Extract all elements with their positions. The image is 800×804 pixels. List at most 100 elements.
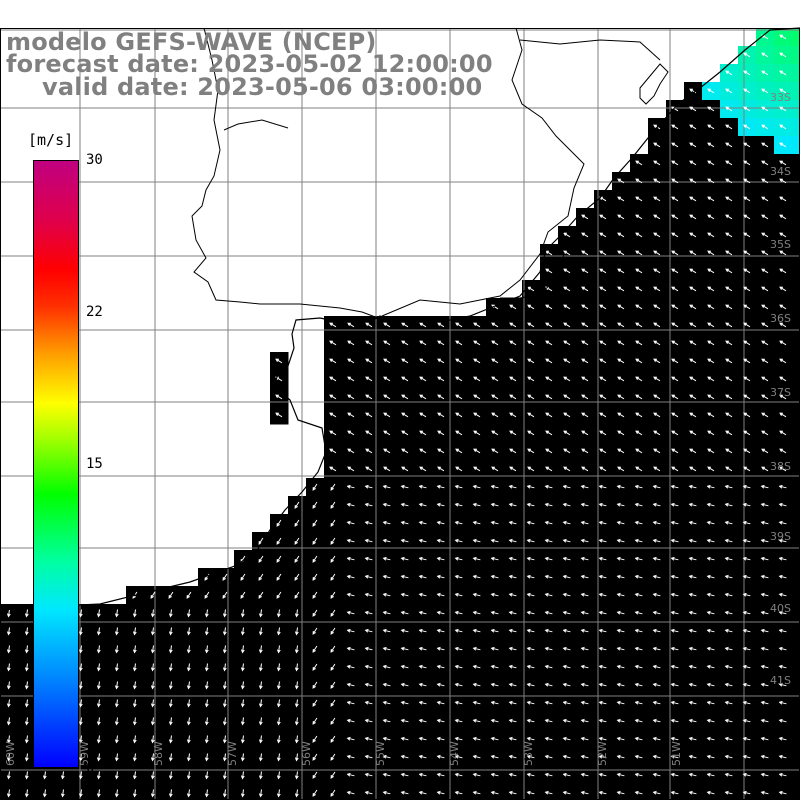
wind-arrow [347, 340, 355, 346]
wind-arrow [526, 736, 535, 741]
wind-arrow [635, 376, 643, 382]
wind-arrow [490, 718, 499, 723]
wind-arrow [364, 484, 373, 489]
wind-arrow [598, 700, 607, 705]
wind-arrow [419, 358, 427, 364]
wind-arrow [329, 394, 337, 400]
wind-arrow [761, 214, 769, 220]
wind-arrow [581, 412, 589, 418]
wind-arrow [294, 681, 299, 690]
wind-arrow [544, 592, 553, 597]
wind-speed-cell [792, 226, 800, 245]
wind-arrow [653, 448, 661, 454]
wind-arrow [382, 754, 391, 759]
wind-arrow [364, 700, 373, 705]
wind-speed-cell [792, 568, 800, 587]
wind-arrow [294, 771, 299, 780]
wind-arrow [436, 556, 445, 561]
wind-arrow [114, 627, 119, 636]
wind-arrow [364, 646, 373, 651]
wind-arrow [761, 142, 769, 148]
wind-arrow [563, 268, 571, 274]
wind-arrow [240, 573, 246, 581]
wind-arrow [616, 772, 625, 777]
wind-arrow [779, 466, 787, 472]
wind-arrow [401, 430, 409, 436]
wind-arrow [401, 448, 409, 454]
wind-speed-cell [396, 784, 415, 803]
wind-arrow [346, 682, 355, 687]
wind-arrow [132, 717, 137, 726]
wind-arrow [707, 286, 715, 292]
wind-arrow [509, 358, 517, 364]
wind-arrow [616, 646, 625, 651]
wind-arrow [509, 304, 517, 310]
longitude-label: 58W [152, 741, 165, 766]
wind-arrow [688, 520, 697, 525]
wind-arrow [347, 322, 355, 328]
wind-arrow [653, 178, 661, 184]
wind-arrow [364, 682, 373, 687]
wind-arrow [346, 502, 355, 507]
wind-arrow [544, 538, 553, 543]
wind-arrow [706, 682, 715, 687]
wind-arrow [6, 717, 11, 726]
wind-arrow [508, 718, 517, 723]
wind-speed-cell [666, 784, 685, 803]
wind-arrow [258, 573, 264, 581]
wind-arrow [222, 717, 227, 726]
wind-speed-cell [522, 784, 541, 803]
wind-arrow [24, 681, 29, 690]
wind-arrow [472, 538, 481, 543]
wind-arrow [743, 466, 751, 472]
wind-arrow [312, 699, 318, 707]
wind-arrow [132, 771, 137, 780]
wind-speed-cell [792, 424, 800, 443]
wind-arrow [400, 754, 409, 759]
wind-speed-cell [432, 784, 451, 803]
wind-arrow [276, 735, 281, 744]
wind-arrow [599, 232, 607, 238]
wind-speed-cell [792, 442, 800, 461]
wind-arrow [401, 358, 409, 364]
wind-arrow [688, 646, 697, 651]
wind-speed-cell [792, 46, 800, 65]
wind-arrow [725, 376, 733, 382]
wind-arrow [670, 754, 679, 759]
wind-arrow [671, 322, 679, 328]
wind-arrow [527, 412, 535, 418]
wind-arrow [454, 484, 463, 489]
wind-speed-cell [612, 784, 631, 803]
wind-arrow [491, 448, 499, 454]
wind-arrow [742, 736, 751, 741]
wind-arrow [706, 790, 715, 795]
wind-arrow [562, 610, 571, 615]
wind-arrow [330, 771, 336, 779]
wind-arrow [294, 537, 300, 545]
wind-arrow [472, 646, 481, 651]
wind-arrow [670, 646, 679, 651]
wind-arrow [760, 538, 769, 543]
wind-arrow [724, 484, 733, 489]
wind-arrow [779, 412, 787, 418]
wind-arrow [544, 682, 553, 687]
wind-speed-cell [792, 244, 800, 263]
wind-arrow [312, 681, 318, 689]
wind-arrow [544, 502, 553, 507]
wind-arrow [114, 645, 119, 654]
longitude-label: 54W [448, 741, 461, 766]
wind-arrow [329, 340, 337, 346]
wind-speed-cell [792, 262, 800, 281]
wind-arrow [653, 160, 661, 166]
wind-arrow [761, 286, 769, 292]
latitude-label: 39S [770, 530, 791, 543]
wind-arrow [400, 772, 409, 777]
wind-arrow [490, 574, 499, 579]
wind-arrow [743, 358, 751, 364]
wind-arrow [418, 628, 427, 633]
wind-arrow [688, 574, 697, 579]
wind-arrow [544, 664, 553, 669]
wind-arrow [168, 663, 173, 672]
wind-arrow [508, 736, 517, 741]
